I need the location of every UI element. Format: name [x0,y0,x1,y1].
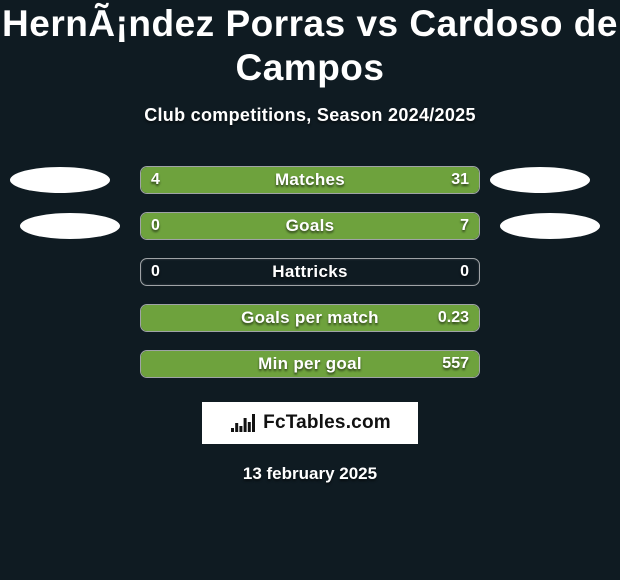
subtitle: Club competitions, Season 2024/2025 [0,105,620,126]
stat-bar: 0.23Goals per match [140,304,480,332]
page-title: HernÃ¡ndez Porras vs Cardoso de Campos [0,2,620,91]
bar-fill-right [155,213,479,239]
bar-fill-left [141,167,202,193]
player-marker-left [20,213,120,239]
branding-text: FcTables.com [263,412,391,434]
stat-row: 07Goals [0,212,620,240]
branding-box: FcTables.com [202,402,418,444]
bar-chart-icon [229,412,257,434]
bar-fill-right [141,351,479,377]
stats-container: 431Matches07Goals00Hattricks0.23Goals pe… [0,166,620,378]
stat-label: Hattricks [141,259,479,285]
player-marker-right [500,213,600,239]
bar-fill-right [202,167,479,193]
bar-values: 00 [141,259,479,285]
date-text: 13 february 2025 [0,464,620,484]
stat-bar: 557Min per goal [140,350,480,378]
stat-row: 557Min per goal [0,350,620,378]
stat-row: 00Hattricks [0,258,620,286]
player-marker-right [490,167,590,193]
stat-bar: 00Hattricks [140,258,480,286]
value-left: 0 [151,263,160,281]
bar-fill-right [141,305,479,331]
stat-bar: 07Goals [140,212,480,240]
stat-row: 431Matches [0,166,620,194]
bar-fill-left [141,213,155,239]
stat-row: 0.23Goals per match [0,304,620,332]
stat-bar: 431Matches [140,166,480,194]
player-marker-left [10,167,110,193]
value-right: 0 [460,263,469,281]
